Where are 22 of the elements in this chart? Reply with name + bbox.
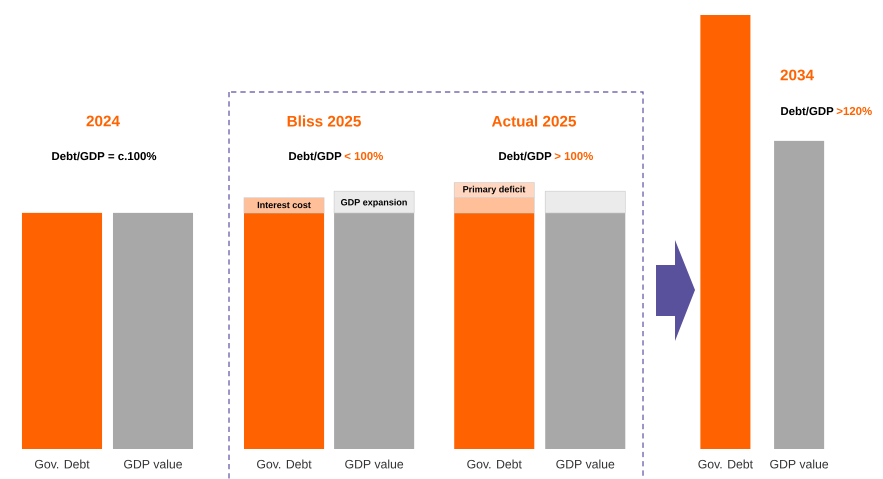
annotation: Debt/GDP [499,152,552,160]
x-tick-label: Gov. Debt [698,460,753,468]
annotation: Debt/GDP [289,152,342,160]
annotation: Debt/GDP = c.100% [52,152,156,160]
x-tick-label: Gov. Debt [467,460,522,468]
x-tick-label: GDP value [345,460,404,468]
annotation: 2034 [780,70,814,80]
annotation: < 100% [344,152,384,160]
x-tick-label: Gov. Debt [257,460,312,468]
annotation: Actual 2025 [492,115,576,127]
annotation: Bliss 2025 [288,115,361,127]
annotation: GDP expansion [341,198,407,208]
x-tick-label: Gov. Debt [35,460,90,468]
annotation: >120% [836,106,872,116]
x-tick-label: GDP value [556,460,614,468]
x-tick-label: GDP value [124,460,182,468]
annotation: > 100% [554,152,594,160]
x-tick-label: GDP value [770,460,828,468]
annotation: Interest cost [258,202,311,208]
annotation: Primary deficit [463,186,526,194]
annotation: Debt/GDP [781,106,834,116]
annotation: 2024 [86,116,120,126]
